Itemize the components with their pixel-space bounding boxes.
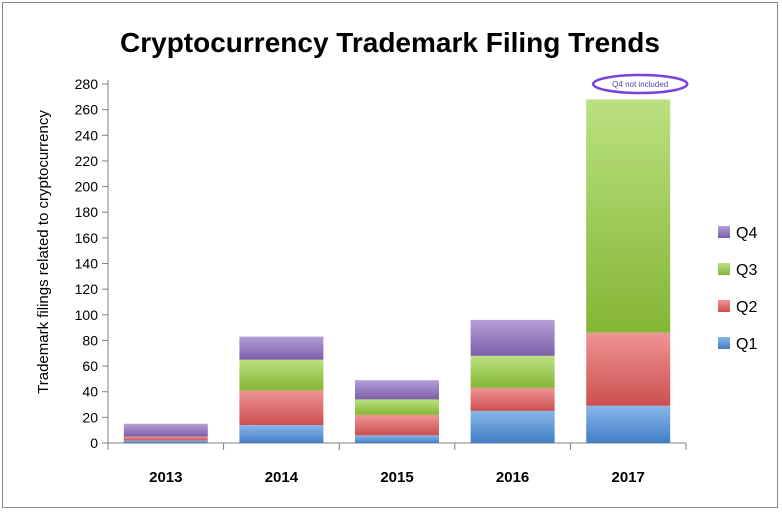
x-axis: 2013 2014 2015 2016 2017 [107, 442, 687, 486]
bars [123, 99, 671, 443]
bar-segment-q2-2015 [355, 414, 439, 436]
x-tick-label: 2015 [380, 469, 413, 486]
bar-segment-q3-2017 [586, 99, 671, 333]
callout-text: Q4 not included [612, 80, 668, 89]
x-tick-label: 2014 [265, 469, 299, 486]
y-tick-label: 140 [75, 256, 99, 272]
bar-segment-q4-2016 [470, 319, 555, 356]
x-tick-label: 2016 [496, 469, 529, 486]
bar-segment-q4-2013 [123, 423, 208, 437]
bar-segment-q4-2014 [239, 336, 324, 360]
y-tick-label: 280 [75, 76, 99, 92]
bar-segment-q1-2015 [355, 435, 439, 443]
bar-segment-q1-2013 [123, 440, 208, 443]
y-tick-label: 120 [75, 281, 99, 297]
bar-segment-q2-2017 [586, 332, 671, 406]
y-axis-label: Trademark filings related to cryptocurre… [35, 110, 52, 394]
bar-segment-q1-2014 [239, 425, 324, 443]
y-tick-label: 100 [75, 307, 99, 323]
x-tick-label: 2013 [149, 469, 182, 486]
x-tick-label: 2017 [612, 469, 645, 486]
legend-swatch-q4 [718, 226, 730, 238]
y-axis: 0 20 40 60 80 100 120 140 160 180 200 220 240 260 280 [75, 76, 109, 451]
y-tick-label: 260 [75, 102, 99, 118]
bar-segment-q3-2014 [239, 359, 324, 391]
legend-label-q3: Q3 [736, 262, 757, 279]
y-tick-label: 180 [75, 204, 99, 220]
annotation-callout: Q4 not included [591, 73, 689, 95]
bar-segment-q1-2017 [586, 405, 671, 443]
legend-swatch-q1 [718, 337, 730, 349]
bar-segment-q3-2015 [355, 399, 439, 415]
bar-segment-q1-2016 [470, 410, 555, 443]
bar-segment-q3-2016 [470, 355, 555, 388]
y-tick-label: 240 [75, 127, 99, 143]
bar-segment-q2-2014 [239, 390, 324, 426]
y-tick-label: 220 [75, 153, 99, 169]
bar-segment-q4-2015 [355, 380, 439, 400]
chart-title: Cryptocurrency Trademark Filing Trends [120, 27, 660, 58]
legend-label-q2: Q2 [736, 299, 757, 316]
bar-segment-q2-2013 [123, 436, 208, 441]
legend-swatch-q3 [718, 263, 730, 275]
y-tick-label: 20 [82, 409, 98, 425]
y-tick-label: 160 [75, 230, 99, 246]
legend-swatch-q2 [718, 300, 730, 312]
legend: Q4 Q3 Q2 Q1 [718, 225, 757, 353]
legend-label-q4: Q4 [736, 225, 757, 242]
callout-bubble [591, 73, 689, 95]
y-tick-label: 0 [90, 435, 98, 451]
bar-segment-q2-2016 [470, 387, 555, 411]
y-tick-label: 40 [82, 384, 98, 400]
y-tick-label: 200 [75, 179, 99, 195]
y-tick-label: 80 [82, 332, 98, 348]
y-tick-label: 60 [82, 358, 98, 374]
legend-label-q1: Q1 [736, 336, 757, 353]
